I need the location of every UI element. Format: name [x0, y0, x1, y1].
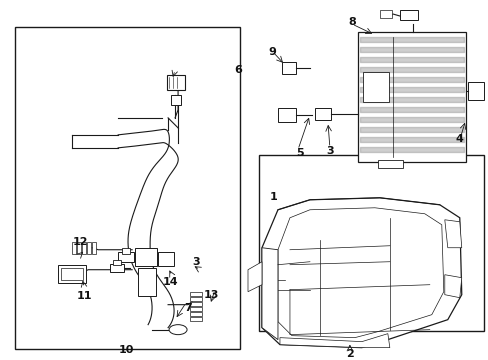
- Bar: [135, 248, 157, 266]
- Bar: [122, 248, 130, 254]
- Polygon shape: [280, 334, 389, 348]
- Text: 12: 12: [72, 237, 88, 247]
- Polygon shape: [262, 248, 277, 339]
- Bar: [158, 252, 174, 266]
- Bar: [72, 242, 76, 254]
- Bar: [77, 242, 81, 254]
- Bar: [190, 307, 202, 311]
- Bar: [118, 252, 134, 262]
- Bar: [82, 242, 86, 254]
- Polygon shape: [247, 262, 262, 292]
- Text: 7: 7: [184, 303, 192, 313]
- Polygon shape: [444, 220, 461, 248]
- Bar: [61, 268, 83, 280]
- Bar: [190, 297, 202, 301]
- Text: 9: 9: [267, 47, 275, 57]
- Text: 3: 3: [192, 257, 200, 267]
- Bar: [190, 312, 202, 316]
- Bar: [113, 260, 121, 265]
- Bar: [92, 242, 96, 254]
- Text: 2: 2: [346, 348, 353, 359]
- Bar: [87, 242, 91, 254]
- Bar: [190, 317, 202, 321]
- Bar: [190, 302, 202, 306]
- Text: 10: 10: [118, 345, 134, 355]
- Text: 4: 4: [455, 134, 463, 144]
- Text: 13: 13: [203, 290, 218, 300]
- Text: 11: 11: [76, 291, 92, 301]
- Bar: [467, 82, 483, 100]
- Bar: [58, 265, 86, 283]
- Polygon shape: [262, 198, 461, 348]
- Bar: [362, 72, 388, 102]
- Bar: [110, 264, 124, 272]
- Text: 3: 3: [325, 146, 333, 156]
- Bar: [377, 160, 402, 168]
- Bar: [314, 108, 330, 120]
- Bar: [277, 108, 295, 122]
- Text: 6: 6: [234, 65, 242, 75]
- Bar: [190, 292, 202, 296]
- Bar: [15, 27, 239, 349]
- Bar: [138, 268, 156, 296]
- Bar: [259, 155, 483, 331]
- Bar: [282, 62, 295, 74]
- Bar: [379, 10, 391, 18]
- Text: 14: 14: [162, 277, 178, 287]
- Text: 8: 8: [347, 17, 355, 27]
- Text: 5: 5: [296, 148, 303, 158]
- Bar: [399, 10, 417, 20]
- Bar: [171, 95, 181, 105]
- Text: 1: 1: [269, 192, 277, 202]
- Ellipse shape: [169, 325, 187, 335]
- Bar: [167, 75, 184, 90]
- Polygon shape: [444, 275, 461, 298]
- Bar: [357, 32, 465, 162]
